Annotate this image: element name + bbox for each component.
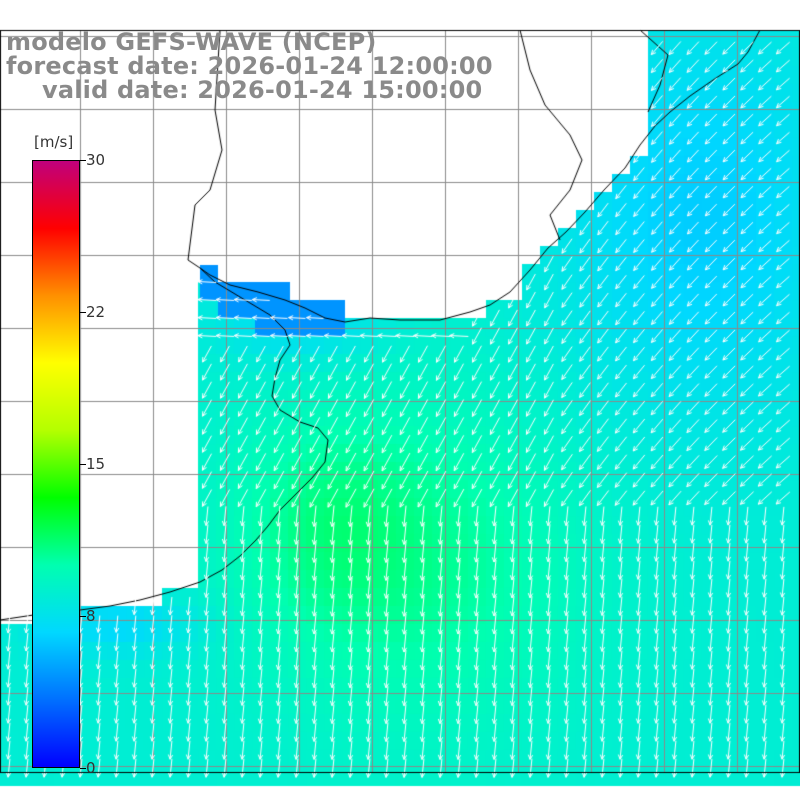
map-title: modelo GEFS-WAVE (NCEP) forecast date: 2… bbox=[6, 30, 493, 102]
model-title: modelo GEFS-WAVE (NCEP) bbox=[6, 28, 377, 56]
colorbar-tickmark-22 bbox=[80, 312, 86, 313]
colorbar bbox=[32, 160, 80, 768]
colorbar-tickmark-0 bbox=[80, 768, 86, 769]
colorbar-units: [m/s] bbox=[34, 133, 74, 151]
colorbar-gradient bbox=[33, 161, 79, 767]
forecast-date: forecast date: 2026-01-24 12:00:00 bbox=[6, 52, 493, 80]
colorbar-tick-0: 0 bbox=[86, 759, 96, 777]
colorbar-tickmark-8 bbox=[80, 616, 86, 617]
colorbar-tick-8: 8 bbox=[86, 607, 96, 625]
colorbar-tick-22: 22 bbox=[86, 303, 106, 321]
colorbar-tick-30: 30 bbox=[86, 151, 106, 169]
colorbar-tick-15: 15 bbox=[86, 455, 106, 473]
colorbar-tickmark-30 bbox=[80, 160, 86, 161]
valid-date: valid date: 2026-01-24 15:00:00 bbox=[42, 76, 483, 104]
colorbar-tickmark-15 bbox=[80, 464, 86, 465]
